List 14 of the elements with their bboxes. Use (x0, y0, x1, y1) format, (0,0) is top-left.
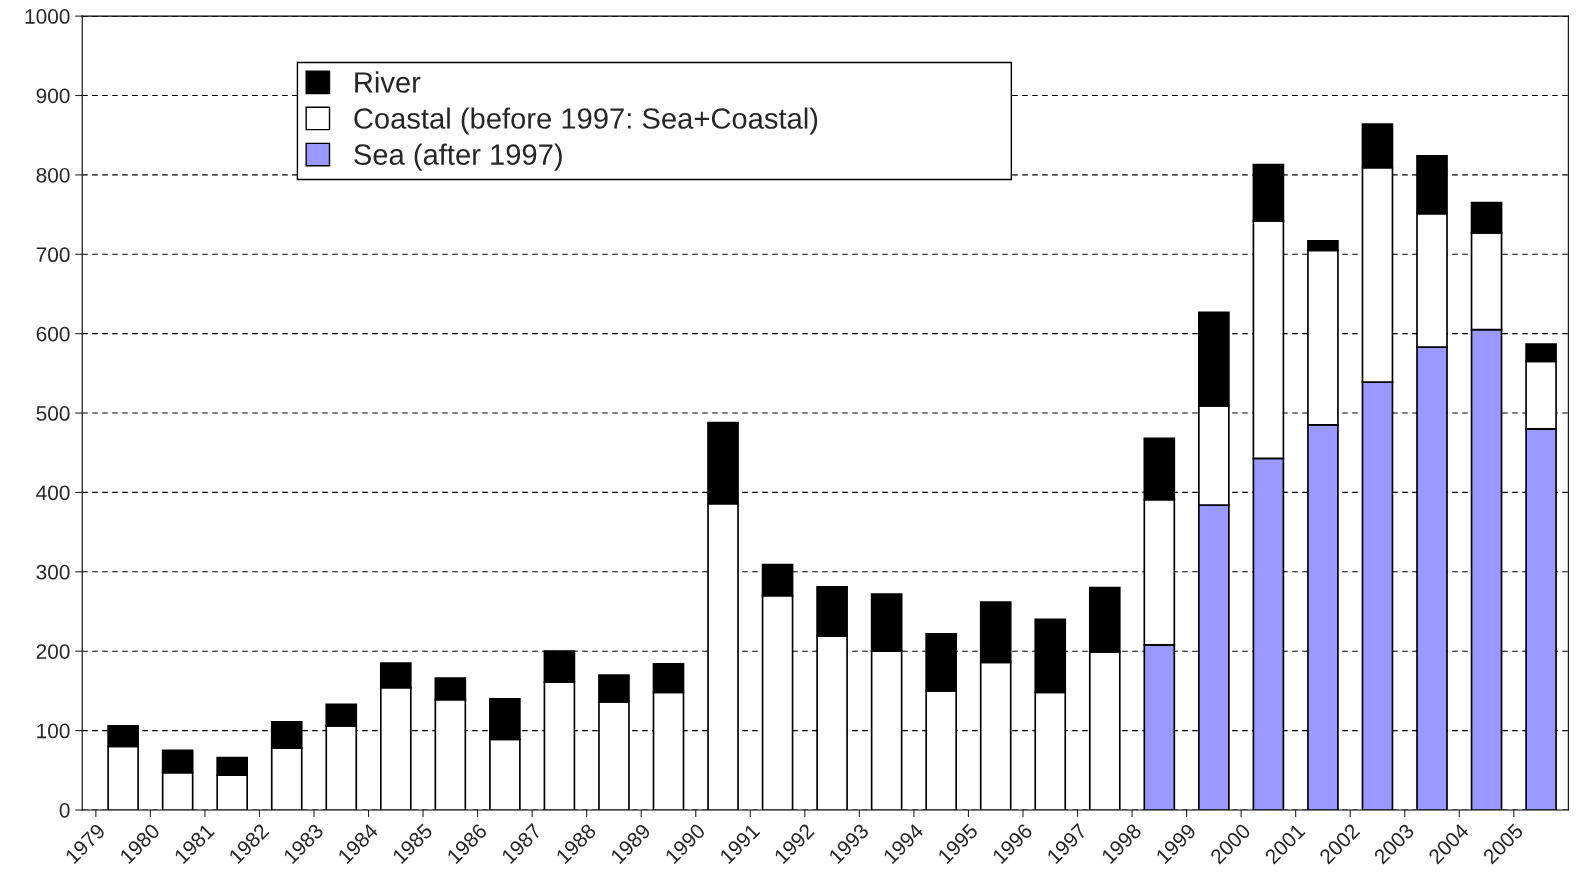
y-tick-label: 100 (37, 723, 70, 739)
y-tick-label: 300 (36, 564, 70, 580)
y-tick-label: 0 (59, 802, 70, 818)
y-tick-label: 900 (36, 88, 70, 104)
legend-label: Coastal (before 1997: Sea+Coastal) (354, 107, 818, 135)
y-tick-label: 700 (36, 247, 70, 263)
y-tick-label: 1000 (25, 9, 70, 24)
legend-label: River (355, 71, 421, 93)
y-tick-label: 200 (36, 644, 70, 659)
y-tick-label: 400 (36, 485, 70, 501)
y-tick-label: 800 (36, 167, 70, 183)
legend-label: Sea (after 1997) (354, 143, 562, 171)
y-tick-label: 600 (36, 326, 70, 342)
y-tick-label: 500 (36, 406, 70, 421)
